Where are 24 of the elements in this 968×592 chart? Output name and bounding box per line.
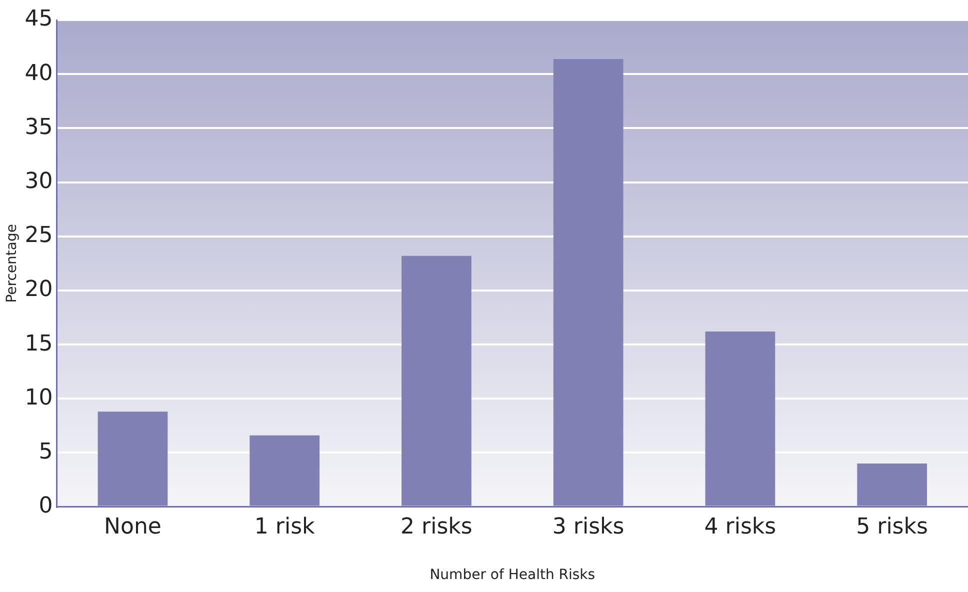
x-tick-label: None: [104, 514, 162, 540]
y-tick-label: 10: [24, 385, 53, 410]
bar: [857, 464, 927, 506]
y-tick-label: 25: [24, 223, 53, 248]
bar: [402, 256, 472, 506]
bar: [250, 435, 320, 506]
x-tick-label: 1 risk: [254, 514, 316, 540]
x-tick-label: 4 risks: [704, 514, 776, 540]
y-tick-label: 0: [38, 494, 53, 519]
bar: [98, 412, 168, 506]
x-axis-title: Number of Health Risks: [430, 567, 596, 584]
bar: [553, 58, 624, 506]
x-tick-label: 3 risks: [552, 514, 624, 540]
y-tick-label: 40: [24, 60, 53, 86]
y-axis-title: Percentage: [4, 224, 20, 303]
y-tick-label: 15: [24, 331, 53, 356]
y-tick-label: 35: [24, 114, 53, 140]
y-tick-label: 45: [24, 6, 53, 32]
y-tick-label: 30: [24, 168, 53, 194]
bar: [705, 332, 776, 506]
x-tick-label: 2 risks: [400, 514, 472, 540]
y-tick-label: 20: [24, 277, 53, 302]
y-tick-label: 5: [38, 439, 53, 464]
x-tick-label: 5 risks: [856, 514, 928, 540]
